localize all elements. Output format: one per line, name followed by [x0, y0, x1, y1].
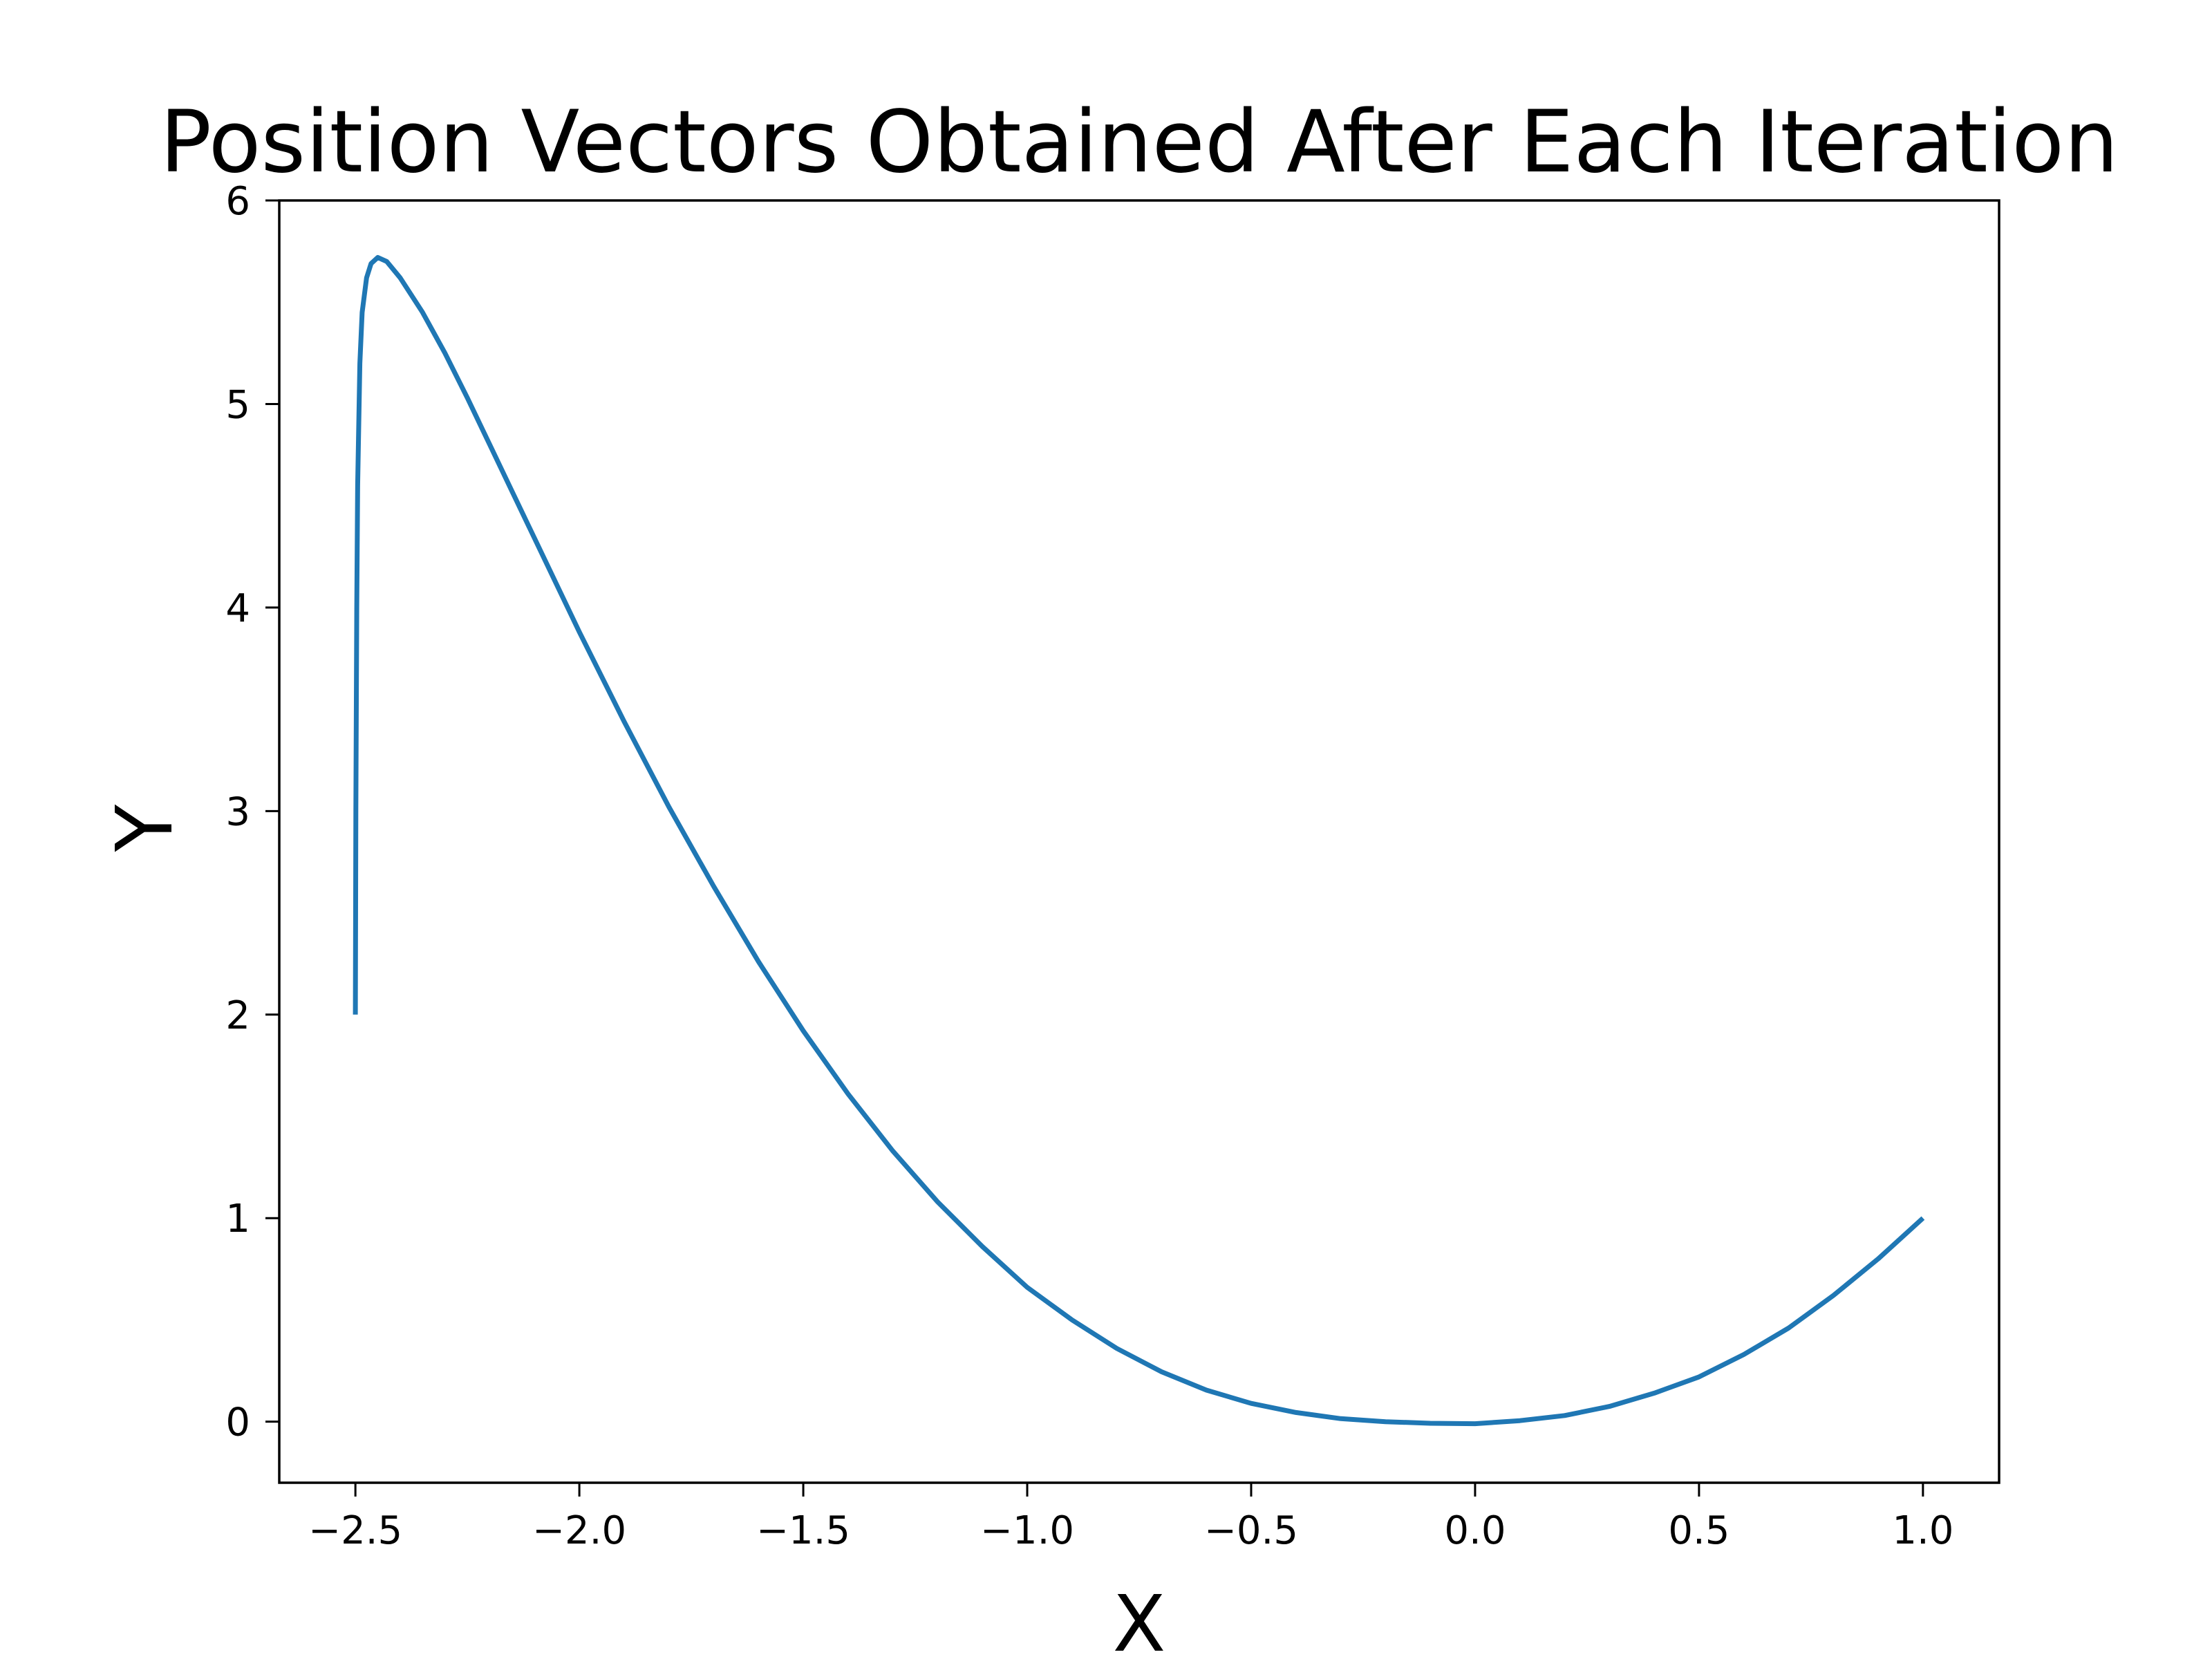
chart-title: Position Vectors Obtained After Each Ite…: [160, 93, 2118, 192]
x-tick-label: −1.0: [980, 1508, 1074, 1553]
x-axis-label: X: [1113, 1580, 1166, 1659]
plot-area: −2.5 −2.0 −1.5 −1.0 −0.5 0.0 0.5 1.0 0 1 2 3 4 5 6: [225, 179, 2000, 1553]
y-tick-label: 2: [225, 993, 250, 1038]
x-tick-label: −1.5: [756, 1508, 850, 1553]
x-tick-label: 0.5: [1668, 1508, 1730, 1553]
x-tick-label: 0.0: [1444, 1508, 1506, 1553]
y-tick-label: 0: [225, 1400, 250, 1445]
axes-frame: [278, 199, 2000, 1484]
y-tick-label: 5: [225, 382, 250, 427]
x-tick-label: −2.0: [532, 1508, 626, 1553]
y-tick-label: 6: [225, 179, 250, 224]
y-axis-label: Y: [100, 804, 190, 852]
y-tick-label: 4: [225, 586, 250, 631]
y-tick-label: 3: [225, 789, 250, 834]
x-tick-label: −2.5: [308, 1508, 402, 1553]
x-tick-label: 1.0: [1892, 1508, 1953, 1553]
x-tick-label: −0.5: [1204, 1508, 1298, 1553]
series-line: [353, 254, 1925, 1427]
y-tick-label: 1: [225, 1197, 250, 1241]
